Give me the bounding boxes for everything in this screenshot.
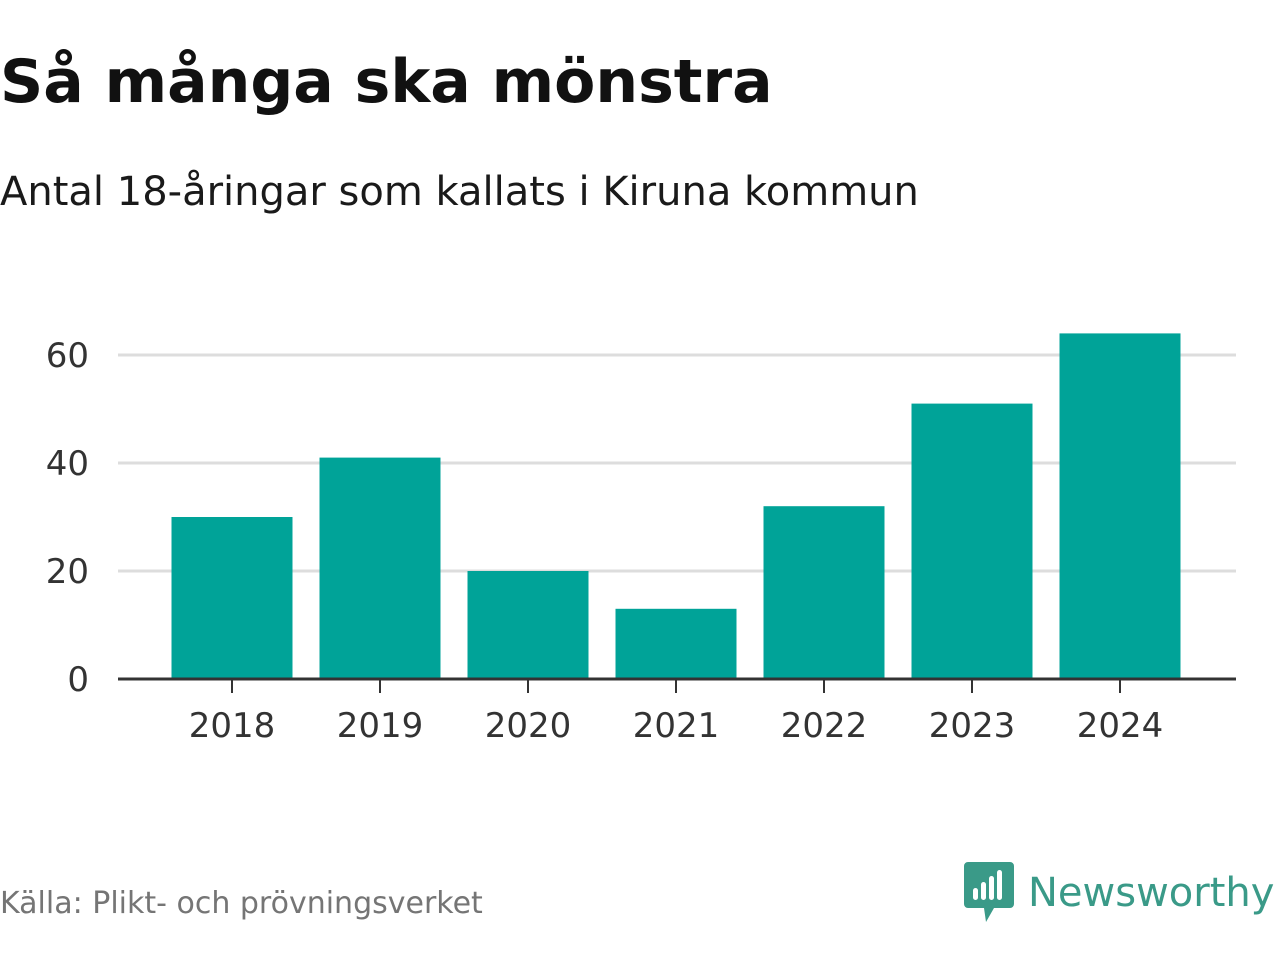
y-tick-label: 0 — [67, 660, 89, 700]
bar-chart: 0 20 40 60 2018 2019 2020 2021 2022 2023 2024 — [46, 333, 1236, 746]
newsworthy-logo-icon — [964, 862, 1014, 922]
axes: 0 20 40 60 2018 2019 2020 2021 2022 2023 2024 — [46, 336, 1236, 746]
y-tick-label: 60 — [46, 336, 89, 376]
bar-2018 — [171, 517, 293, 679]
x-tick-label: 2022 — [781, 706, 868, 746]
bar-2021 — [615, 608, 737, 679]
x-tick-label: 2023 — [929, 706, 1016, 746]
x-tick-label: 2018 — [189, 706, 276, 746]
bar-2019 — [319, 457, 441, 679]
x-tick-label: 2021 — [633, 706, 720, 746]
bars — [171, 333, 1181, 679]
brand-logo: Newsworthy — [964, 862, 1274, 924]
bar-2024 — [1059, 333, 1181, 679]
y-tick-label: 40 — [46, 444, 89, 484]
brand-name: Newsworthy — [1028, 870, 1275, 916]
source-note: Källa: Plikt- och prövningsverket — [0, 886, 483, 921]
x-tick-label: 2024 — [1077, 706, 1164, 746]
y-tick-label: 20 — [46, 552, 89, 592]
chart-title: Så många ska mönstra — [0, 47, 773, 117]
x-tick-label: 2019 — [337, 706, 424, 746]
bar-2020 — [467, 571, 589, 679]
grid-lines — [118, 353, 1236, 573]
bar-2022 — [763, 506, 885, 679]
x-tick-label: 2020 — [485, 706, 572, 746]
bar-2023 — [911, 403, 1033, 679]
chart-subtitle: Antal 18-åringar som kallats i Kiruna ko… — [0, 169, 919, 215]
